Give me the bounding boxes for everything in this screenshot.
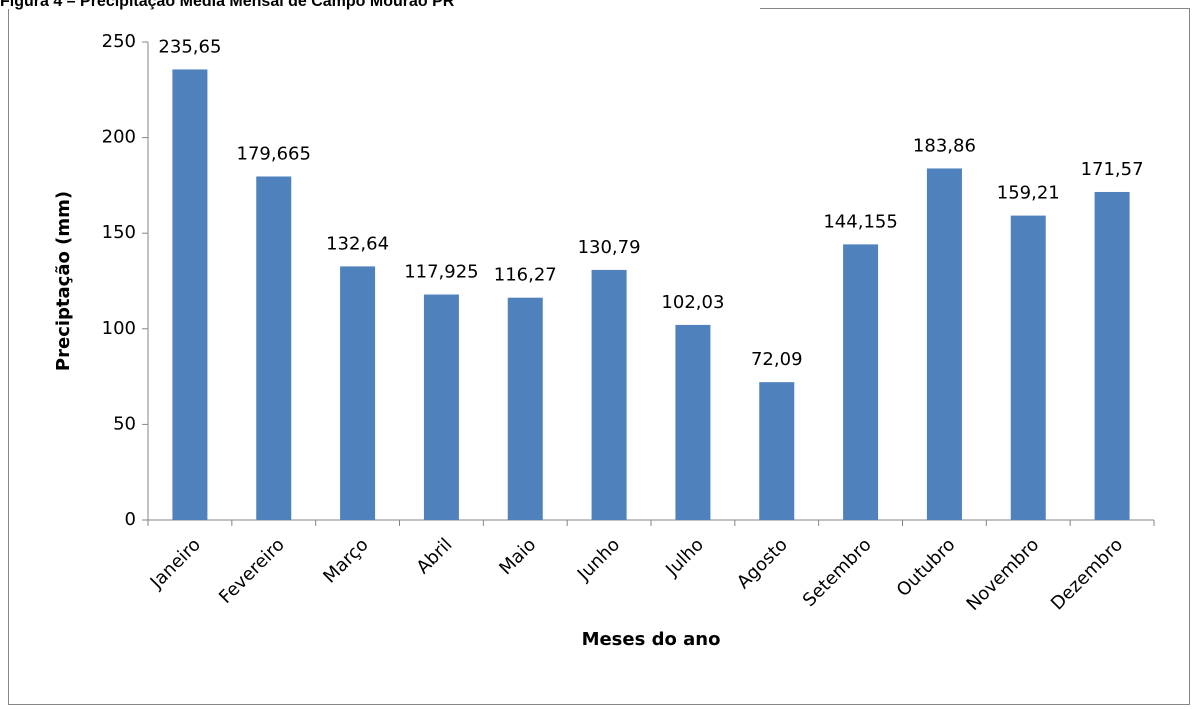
bar [172, 69, 208, 521]
data-label: 171,57 [1081, 159, 1144, 180]
y-tick-label: 0 [125, 509, 136, 530]
bar [759, 382, 795, 520]
y-tick-label: 250 [102, 31, 136, 52]
chart-title: Figura 4 – Precipitação Média Mensal de … [0, 0, 455, 10]
y-tick-label: 100 [102, 318, 136, 339]
bar [926, 168, 962, 520]
bar [256, 176, 292, 520]
bar [423, 294, 459, 520]
bar [1094, 191, 1130, 520]
title-background [0, 0, 760, 9]
data-label: 235,65 [158, 36, 221, 57]
x-axis-label: Meses do ano [582, 629, 721, 650]
data-label: 132,64 [326, 233, 389, 254]
data-label: 116,27 [494, 265, 557, 286]
bar [675, 324, 711, 520]
y-axis-label: Preciptação (mm) [53, 191, 74, 371]
data-label: 72,09 [751, 349, 803, 370]
bar [1010, 215, 1046, 520]
y-tick-label: 150 [102, 222, 136, 243]
y-tick-label: 50 [113, 413, 136, 434]
data-label: 102,03 [661, 292, 724, 313]
data-label: 159,21 [997, 183, 1060, 204]
bar [340, 266, 376, 520]
bar [591, 269, 627, 520]
y-tick-label: 200 [102, 127, 136, 148]
bar [843, 244, 879, 520]
data-label: 144,155 [823, 211, 897, 232]
data-label: 179,665 [237, 143, 311, 164]
bar [507, 297, 543, 520]
data-label: 117,925 [404, 262, 478, 283]
data-label: 183,86 [913, 135, 976, 156]
data-label: 130,79 [578, 237, 641, 258]
